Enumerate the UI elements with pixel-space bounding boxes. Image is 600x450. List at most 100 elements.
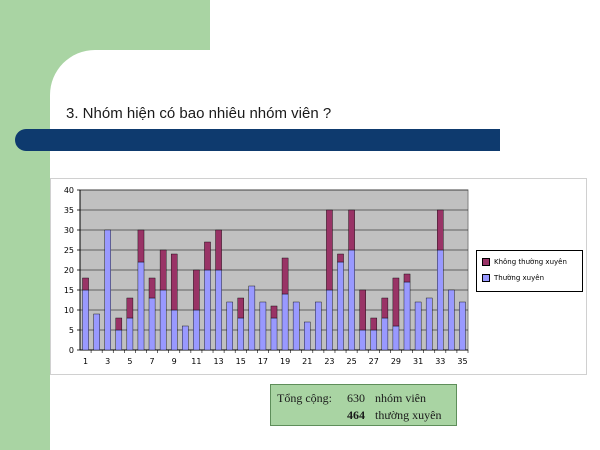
legend-label-regular: Thường xuyên: [494, 274, 545, 282]
y-tick-label: 0: [69, 346, 74, 355]
summary-box: Tổng cộng: 630 nhóm viên 464 thường xuyê…: [270, 384, 457, 426]
x-tick-label: 3: [105, 357, 110, 366]
legend-label-irregular: Không thường xuyên: [494, 258, 567, 266]
bar-irregular: [437, 209, 444, 251]
x-tick-label: 11: [191, 357, 201, 366]
legend-swatch-regular: [482, 274, 490, 282]
bar-regular: [215, 269, 222, 351]
bar-regular: [326, 289, 333, 351]
bar-irregular: [115, 317, 123, 331]
bar-regular: [182, 325, 189, 351]
bar-regular: [281, 293, 289, 351]
y-tick-label: 5: [69, 326, 74, 335]
y-tick-label: 10: [64, 306, 74, 315]
summary-regular-unit: thường xuyên: [375, 408, 442, 422]
bar-regular: [370, 329, 378, 351]
bar-regular: [359, 329, 366, 351]
summary-label: Tổng cộng:: [277, 391, 332, 405]
bar-irregular: [281, 257, 289, 295]
bar-regular: [403, 281, 411, 351]
bar-regular: [459, 301, 466, 351]
bar-irregular: [326, 209, 333, 291]
bar-irregular: [137, 229, 145, 263]
x-tick-label: 9: [172, 357, 177, 366]
x-tick-label: 19: [280, 357, 290, 366]
bar-irregular: [148, 277, 156, 299]
x-tick-label: 31: [413, 357, 423, 366]
x-tick-label: 33: [435, 357, 445, 366]
bar-regular: [93, 313, 100, 351]
bar-irregular: [204, 241, 211, 271]
y-tick-label: 35: [64, 206, 74, 215]
legend-item-irregular: Không thường xuyên: [482, 258, 567, 266]
x-tick-label: 1: [83, 357, 88, 366]
bar-regular: [126, 317, 134, 351]
bar-regular: [159, 289, 167, 351]
bar-irregular: [215, 229, 222, 271]
bar-regular: [270, 317, 278, 351]
bar-regular: [259, 301, 267, 351]
bar-regular: [193, 309, 200, 351]
bar-irregular: [82, 277, 89, 291]
bar-irregular: [237, 297, 244, 319]
y-tick-label: 15: [64, 286, 74, 295]
summary-total-unit: nhóm viên: [375, 391, 426, 405]
bar-regular: [381, 317, 389, 351]
y-tick-label: 25: [64, 246, 74, 255]
bar-regular: [82, 289, 89, 351]
x-tick-label: 15: [236, 357, 246, 366]
bar-irregular: [359, 289, 366, 331]
x-tick-label: 17: [258, 357, 268, 366]
x-tick-label: 27: [369, 357, 379, 366]
x-tick-label: 29: [391, 357, 401, 366]
bar-regular: [337, 261, 344, 351]
slide-title: 3. Nhóm hiện có bao nhiêu nhóm viên ?: [66, 105, 332, 122]
bar-irregular: [270, 305, 278, 319]
bar-regular: [414, 301, 422, 351]
bar-regular: [104, 229, 111, 351]
bar-regular: [148, 297, 156, 351]
bar-regular: [448, 289, 455, 351]
bar-regular: [437, 249, 444, 351]
bar-regular: [204, 269, 211, 351]
x-tick-label: 25: [347, 357, 357, 366]
bar-irregular: [159, 249, 167, 291]
y-tick-label: 20: [64, 266, 74, 275]
bar-irregular: [170, 253, 178, 311]
summary-regular-value: 464: [347, 408, 365, 422]
bar-irregular: [348, 209, 355, 251]
bar-regular: [304, 321, 311, 351]
bar-irregular: [337, 253, 344, 263]
x-tick-label: 21: [302, 357, 312, 366]
bar-regular: [170, 309, 178, 351]
bar-regular: [425, 297, 433, 351]
legend-item-regular: Thường xuyên: [482, 274, 544, 282]
x-tick-label: 5: [127, 357, 132, 366]
y-tick-label: 40: [64, 186, 74, 195]
bar-regular: [248, 285, 256, 351]
bar-irregular: [403, 273, 411, 283]
bar-regular: [226, 301, 233, 351]
x-tick-label: 7: [150, 357, 155, 366]
bar-irregular: [381, 297, 389, 319]
chart-legend: Không thường xuyên Thường xuyên: [476, 250, 583, 292]
bar-irregular: [126, 297, 134, 319]
x-tick-label: 23: [324, 357, 334, 366]
bar-regular: [292, 301, 300, 351]
bar-regular: [392, 325, 400, 351]
x-tick-label: 35: [457, 357, 467, 366]
bar-regular: [137, 261, 145, 351]
legend-swatch-irregular: [482, 258, 490, 266]
bar-irregular: [193, 269, 200, 311]
bar-regular: [315, 301, 322, 351]
bar-irregular: [370, 317, 378, 331]
y-tick-label: 30: [64, 226, 74, 235]
bar-regular: [237, 317, 244, 351]
bar-regular: [115, 329, 123, 351]
title-bar: [15, 129, 500, 151]
summary-total-value: 630: [347, 391, 365, 405]
x-tick-label: 13: [213, 357, 223, 366]
bar-regular: [348, 249, 355, 351]
bar-irregular: [392, 277, 400, 327]
